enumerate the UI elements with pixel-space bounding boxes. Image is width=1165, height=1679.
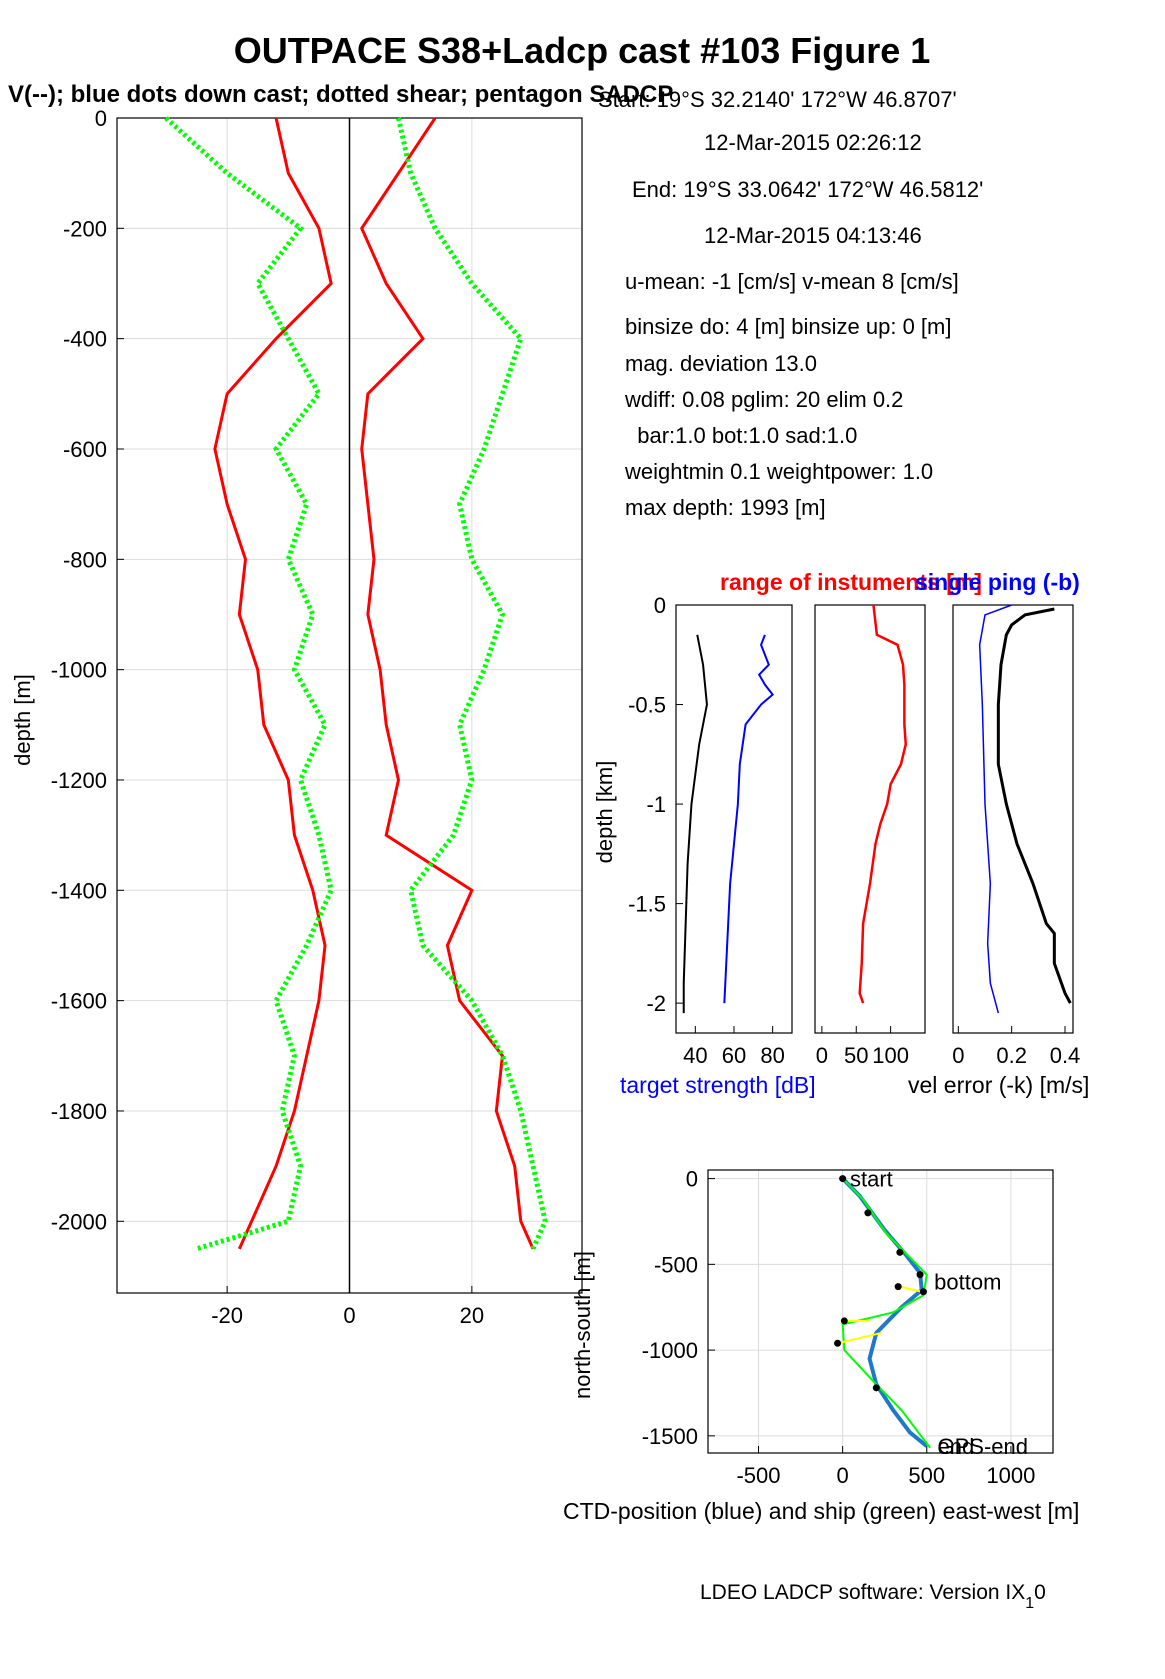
y-tick-label: -1200 xyxy=(51,768,107,793)
profile-line-u-shear xyxy=(164,116,334,1252)
y-tick-label: 0 xyxy=(654,593,666,618)
target-strength-panel: 40 60 80 0 -0.5 -1 -1.5 -2 xyxy=(628,593,793,1068)
x-tick-label: -20 xyxy=(211,1303,243,1328)
y-tick-label: 0 xyxy=(95,106,107,131)
x-tick-label: 80 xyxy=(760,1043,784,1068)
position-annotation: bottom xyxy=(934,1269,1001,1294)
ts-xlabel: target strength [dB] xyxy=(620,1072,816,1098)
x-tick-label: 0.2 xyxy=(996,1043,1027,1068)
footer-text: LDEO LADCP software: Version IX10 xyxy=(700,1581,1046,1612)
target-strength-line-black xyxy=(682,634,708,1014)
x-tick-label: 0.4 xyxy=(1050,1043,1081,1068)
profile-line-u xyxy=(213,117,333,1250)
x-tick-label: 500 xyxy=(908,1463,945,1488)
velocity-profile-panel: -20 0 200-200-400-600-800-1000-1200-1400-1… xyxy=(51,106,583,1328)
y-tick-label: -1 xyxy=(646,792,666,817)
y-tick-label: -600 xyxy=(63,437,107,462)
position-marker xyxy=(894,1283,902,1291)
footer-tail: 0 xyxy=(1034,1581,1046,1604)
position-marker xyxy=(864,1209,872,1217)
vel-error-line-blue xyxy=(978,604,1012,1014)
axes-box xyxy=(952,604,1074,1034)
y-tick-label: -1000 xyxy=(51,658,107,683)
info-end: End: 19°S 33.0642' 172°W 46.5812' xyxy=(632,177,983,202)
info-magdev: mag. deviation 13.0 xyxy=(625,351,817,376)
x-tick-label: 50 xyxy=(844,1043,868,1068)
position-marker xyxy=(839,1175,847,1183)
info-wdiff: wdiff: 0.08 pglim: 20 elim 0.2 xyxy=(624,387,903,412)
single-ping-title: single ping (-b) xyxy=(915,569,1080,595)
cast-info: Start: 19°S 32.2140' 172°W 46.8707' 12-M… xyxy=(598,87,983,520)
info-weightmin: weightmin 0.1 weightpower: 1.0 xyxy=(624,459,933,484)
axes-box xyxy=(814,604,926,1034)
range-panel: 0 50 100 xyxy=(814,604,926,1068)
info-maxdepth: max depth: 1993 [m] xyxy=(625,495,826,520)
position-link xyxy=(899,1285,922,1293)
position-track-ship xyxy=(841,1177,931,1449)
x-tick-label: 20 xyxy=(460,1303,484,1328)
y-tick-label: -800 xyxy=(63,547,107,572)
software-version: LDEO LADCP software: Version IX10 xyxy=(700,1581,1046,1612)
pos-ylabel: north-south [m] xyxy=(570,1251,595,1399)
y-tick-label: -2000 xyxy=(51,1209,107,1234)
position-marker xyxy=(872,1384,880,1392)
main-ylabel: depth [m] xyxy=(10,674,35,766)
footer-sub: 1 xyxy=(1025,1595,1034,1612)
figure-subtitle: V(--); blue dots down cast; dotted shear… xyxy=(8,81,673,108)
position-marker xyxy=(840,1317,848,1325)
x-tick-label: 0 xyxy=(816,1043,828,1068)
x-tick-label: 0 xyxy=(837,1463,849,1488)
y-tick-label: -500 xyxy=(654,1252,698,1277)
info-end-time: 12-Mar-2015 04:13:46 xyxy=(704,223,922,248)
target-strength-line-blue xyxy=(723,634,775,1004)
info-start-time: 12-Mar-2015 02:26:12 xyxy=(704,130,922,155)
x-tick-label: 0 xyxy=(952,1043,964,1068)
y-tick-label: 0 xyxy=(686,1167,698,1192)
axes-box xyxy=(707,1169,1054,1454)
figure-title: OUTPACE S38+Ladcp cast #103 Figure 1 xyxy=(234,30,931,71)
axes-box xyxy=(675,604,793,1034)
position-marker xyxy=(896,1248,904,1256)
x-tick-label: 100 xyxy=(872,1043,909,1068)
x-tick-label: 60 xyxy=(722,1043,746,1068)
y-tick-label: -2 xyxy=(646,991,666,1016)
info-weights: bar:1.0 bot:1.0 sad:1.0 xyxy=(625,423,857,448)
info-binsize: binsize do: 4 [m] binsize up: 0 [m] xyxy=(625,314,952,339)
position-link xyxy=(837,1331,882,1345)
range-title: range of instuments [m] xyxy=(720,569,982,595)
y-tick-label: -1400 xyxy=(51,878,107,903)
position-annotation: GPS-end xyxy=(938,1434,1029,1459)
position-panel: -500 0 500 1000 0 -500 -1000 -1500 start bottom en… xyxy=(642,1167,1054,1488)
position-marker xyxy=(916,1271,924,1279)
profile-line-v xyxy=(360,117,535,1250)
x-tick-label: 0 xyxy=(343,1303,355,1328)
y-tick-label: -200 xyxy=(63,216,107,241)
y-tick-label: -0.5 xyxy=(628,693,666,718)
position-marker xyxy=(834,1339,842,1347)
y-tick-label: -1.5 xyxy=(628,892,666,917)
x-tick-label: 1000 xyxy=(986,1463,1035,1488)
footer-main: LDEO LADCP software: Version IX xyxy=(700,1581,1025,1604)
pos-xlabel: CTD-position (blue) and ship (green) eas… xyxy=(563,1498,1079,1524)
y-tick-label: -1800 xyxy=(51,1099,107,1124)
x-tick-label: 40 xyxy=(683,1043,707,1068)
vel-error-panel: 0 0.2 0.4 xyxy=(952,604,1081,1068)
range-line xyxy=(858,604,908,1004)
err-xlabel: vel error (-k) [m/s] xyxy=(908,1072,1089,1098)
position-annotation: end xyxy=(938,1434,975,1459)
y-tick-label: -1000 xyxy=(642,1338,698,1363)
position-track-ctd xyxy=(841,1177,929,1448)
vel-error-line-black xyxy=(996,607,1072,1004)
position-marker xyxy=(919,1288,927,1296)
info-means: u-mean: -1 [cm/s] v-mean 8 [cm/s] xyxy=(625,269,959,294)
y-tick-label: -1500 xyxy=(642,1424,698,1449)
y-tick-label: -400 xyxy=(63,327,107,352)
y-tick-label: -1600 xyxy=(51,989,107,1014)
ts-ylabel: depth [km] xyxy=(592,761,617,864)
position-annotation: start xyxy=(850,1167,893,1192)
x-tick-label: -500 xyxy=(736,1463,780,1488)
info-start: Start: 19°S 32.2140' 172°W 46.8707' xyxy=(598,87,957,112)
